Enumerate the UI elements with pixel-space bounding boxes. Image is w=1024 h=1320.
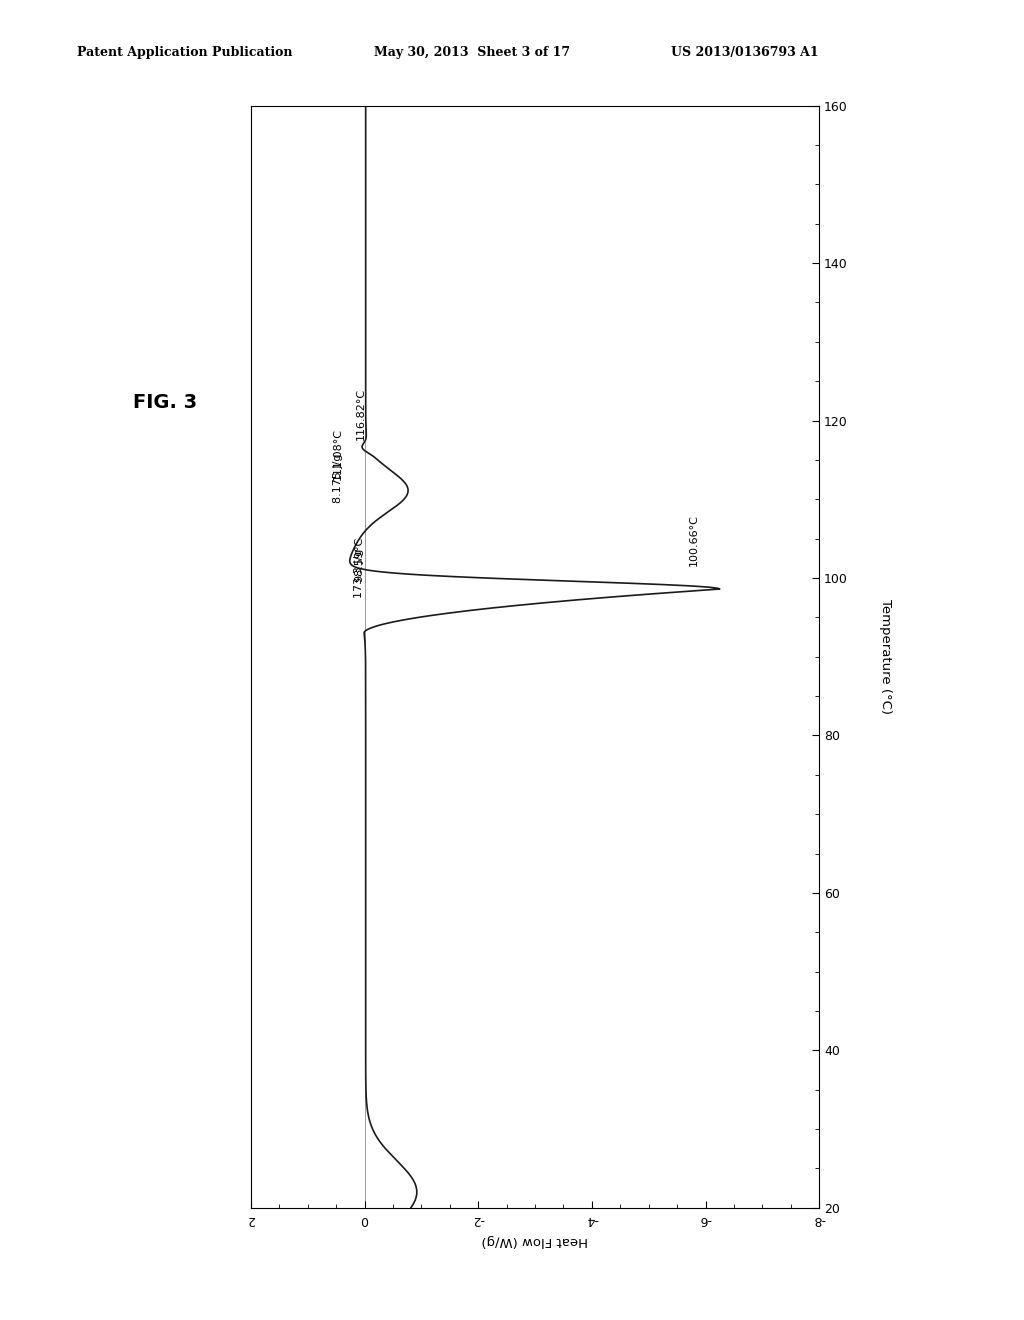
Text: Patent Application Publication: Patent Application Publication (77, 46, 292, 59)
Text: 111.08°C: 111.08°C (333, 428, 343, 479)
Text: May 30, 2013  Sheet 3 of 17: May 30, 2013 Sheet 3 of 17 (374, 46, 570, 59)
Text: 173.3 J/g: 173.3 J/g (354, 548, 365, 598)
Text: US 2013/0136793 A1: US 2013/0136793 A1 (671, 46, 818, 59)
Text: 98.59°C: 98.59°C (354, 537, 365, 582)
Text: FIG. 3: FIG. 3 (133, 393, 198, 412)
Text: 100.66°C: 100.66°C (688, 515, 698, 566)
X-axis label: Heat Flow (W/g): Heat Flow (W/g) (481, 1234, 589, 1247)
Text: 8.175 J/g: 8.175 J/g (333, 454, 343, 503)
Text: 116.82°C: 116.82°C (356, 388, 366, 440)
Y-axis label: Temperature (°C): Temperature (°C) (880, 599, 892, 714)
